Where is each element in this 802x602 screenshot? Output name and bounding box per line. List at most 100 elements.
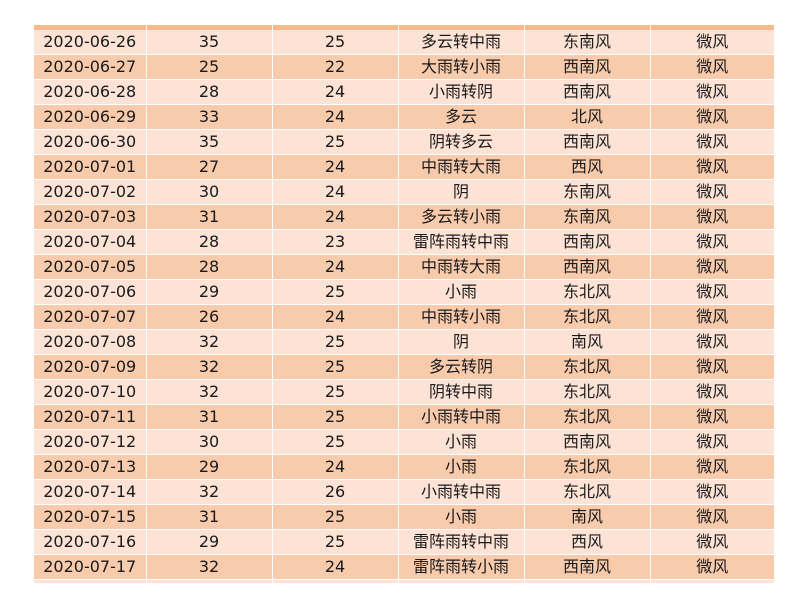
high-temp-cell[interactable]: 32 bbox=[145, 379, 272, 405]
high-temp-cell[interactable]: 30 bbox=[145, 179, 272, 205]
wind-direction-cell[interactable]: 西南风 bbox=[523, 54, 650, 80]
wind-force-cell[interactable]: 微风 bbox=[649, 204, 774, 230]
wind-direction-cell[interactable]: 西南风 bbox=[523, 429, 650, 455]
low-temp-cell[interactable]: 24 bbox=[271, 154, 398, 180]
date-cell[interactable]: 2020-07-11 bbox=[34, 404, 146, 430]
high-temp-cell[interactable]: 35 bbox=[145, 129, 272, 155]
wind-direction-cell[interactable]: 东南风 bbox=[523, 204, 650, 230]
weather-cell[interactable]: 阴转多云 bbox=[397, 129, 524, 155]
low-temp-cell[interactable]: 25 bbox=[271, 429, 398, 455]
low-temp-cell[interactable]: 24 bbox=[271, 179, 398, 205]
wind-direction-cell[interactable]: 东北风 bbox=[523, 479, 650, 505]
low-temp-cell[interactable]: 25 bbox=[271, 279, 398, 305]
date-cell[interactable]: 2020-07-04 bbox=[34, 229, 146, 255]
weather-cell[interactable]: 大雨转小雨 bbox=[397, 54, 524, 80]
high-temp-cell[interactable]: 31 bbox=[145, 504, 272, 530]
date-cell[interactable]: 2020-07-06 bbox=[34, 279, 146, 305]
weather-cell[interactable]: 小雨 bbox=[397, 504, 524, 530]
wind-direction-cell[interactable]: 南风 bbox=[523, 329, 650, 355]
wind-force-cell[interactable]: 微风 bbox=[649, 79, 774, 105]
wind-direction-cell[interactable]: 东北风 bbox=[523, 304, 650, 330]
weather-cell[interactable]: 中雨转小雨 bbox=[397, 304, 524, 330]
weather-cell[interactable]: 阴 bbox=[397, 179, 524, 205]
wind-force-cell[interactable]: 微风 bbox=[649, 404, 774, 430]
low-temp-cell[interactable]: 24 bbox=[271, 204, 398, 230]
high-temp-cell[interactable]: 32 bbox=[145, 329, 272, 355]
wind-force-cell[interactable]: 微风 bbox=[649, 454, 774, 480]
wind-direction-cell[interactable]: 西风 bbox=[523, 529, 650, 555]
wind-force-cell[interactable]: 微风 bbox=[649, 354, 774, 380]
wind-force-cell[interactable]: 微风 bbox=[649, 379, 774, 405]
high-temp-cell[interactable]: 29 bbox=[145, 529, 272, 555]
date-cell[interactable]: 2020-07-16 bbox=[34, 529, 146, 555]
wind-force-cell[interactable]: 微风 bbox=[649, 429, 774, 455]
wind-direction-cell[interactable]: 东北风 bbox=[523, 279, 650, 305]
date-cell[interactable]: 2020-06-30 bbox=[34, 129, 146, 155]
date-cell[interactable]: 2020-07-15 bbox=[34, 504, 146, 530]
high-temp-cell[interactable]: 31 bbox=[145, 404, 272, 430]
wind-force-cell[interactable]: 微风 bbox=[649, 329, 774, 355]
low-temp-cell[interactable]: 25 bbox=[271, 30, 398, 55]
date-cell[interactable]: 2020-07-10 bbox=[34, 379, 146, 405]
wind-force-cell[interactable]: 微风 bbox=[649, 254, 774, 280]
date-cell[interactable]: 2020-07-08 bbox=[34, 329, 146, 355]
wind-direction-cell[interactable]: 西南风 bbox=[523, 254, 650, 280]
wind-direction-cell[interactable]: 东北风 bbox=[523, 454, 650, 480]
high-temp-cell[interactable]: 25 bbox=[145, 54, 272, 80]
date-cell[interactable]: 2020-07-12 bbox=[34, 429, 146, 455]
high-temp-cell[interactable]: 33 bbox=[145, 104, 272, 130]
low-temp-cell[interactable]: 24 bbox=[271, 454, 398, 480]
date-cell[interactable]: 2020-07-07 bbox=[34, 304, 146, 330]
date-cell[interactable]: 2020-07-09 bbox=[34, 354, 146, 380]
weather-cell[interactable]: 多云转小雨 bbox=[397, 204, 524, 230]
low-temp-cell[interactable]: 25 bbox=[271, 504, 398, 530]
wind-direction-cell[interactable]: 东南风 bbox=[523, 30, 650, 55]
date-cell[interactable]: 2020-06-26 bbox=[34, 30, 146, 55]
weather-cell[interactable]: 多云 bbox=[397, 104, 524, 130]
wind-direction-cell[interactable]: 东北风 bbox=[523, 404, 650, 430]
wind-direction-cell[interactable]: 南风 bbox=[523, 504, 650, 530]
wind-direction-cell[interactable]: 东北风 bbox=[523, 354, 650, 380]
low-temp-cell[interactable]: 25 bbox=[271, 354, 398, 380]
low-temp-cell[interactable]: 25 bbox=[271, 129, 398, 155]
low-temp-cell[interactable]: 24 bbox=[271, 254, 398, 280]
weather-cell[interactable]: 小雨 bbox=[397, 454, 524, 480]
low-temp-cell[interactable]: 24 bbox=[271, 304, 398, 330]
high-temp-cell[interactable]: 28 bbox=[145, 79, 272, 105]
wind-force-cell[interactable]: 微风 bbox=[649, 529, 774, 555]
wind-force-cell[interactable]: 微风 bbox=[649, 104, 774, 130]
date-cell[interactable]: 2020-07-01 bbox=[34, 154, 146, 180]
wind-force-cell[interactable]: 微风 bbox=[649, 504, 774, 530]
date-cell[interactable]: 2020-07-14 bbox=[34, 479, 146, 505]
high-temp-cell[interactable]: 27 bbox=[145, 154, 272, 180]
wind-direction-cell[interactable]: 西南风 bbox=[523, 79, 650, 105]
wind-direction-cell[interactable]: 北风 bbox=[523, 104, 650, 130]
low-temp-cell[interactable]: 25 bbox=[271, 379, 398, 405]
weather-cell[interactable]: 阴转中雨 bbox=[397, 379, 524, 405]
date-cell[interactable]: 2020-07-17 bbox=[34, 554, 146, 580]
weather-cell[interactable]: 中雨转大雨 bbox=[397, 154, 524, 180]
date-cell[interactable]: 2020-07-13 bbox=[34, 454, 146, 480]
wind-direction-cell[interactable]: 东南风 bbox=[523, 179, 650, 205]
low-temp-cell[interactable]: 24 bbox=[271, 104, 398, 130]
date-cell[interactable]: 2020-06-29 bbox=[34, 104, 146, 130]
high-temp-cell[interactable]: 32 bbox=[145, 554, 272, 580]
high-temp-cell[interactable]: 31 bbox=[145, 204, 272, 230]
wind-force-cell[interactable]: 微风 bbox=[649, 179, 774, 205]
low-temp-cell[interactable]: 26 bbox=[271, 479, 398, 505]
high-temp-cell[interactable]: 26 bbox=[145, 304, 272, 330]
weather-cell[interactable]: 多云转中雨 bbox=[397, 30, 524, 55]
weather-cell[interactable]: 雷阵雨转中雨 bbox=[397, 229, 524, 255]
high-temp-cell[interactable]: 28 bbox=[145, 229, 272, 255]
low-temp-cell[interactable]: 24 bbox=[271, 79, 398, 105]
weather-cell[interactable]: 阴 bbox=[397, 329, 524, 355]
weather-cell[interactable]: 小雨 bbox=[397, 279, 524, 305]
weather-cell[interactable]: 雷阵雨转中雨 bbox=[397, 529, 524, 555]
weather-cell[interactable]: 小雨转中雨 bbox=[397, 404, 524, 430]
date-cell[interactable]: 2020-07-05 bbox=[34, 254, 146, 280]
wind-force-cell[interactable]: 微风 bbox=[649, 129, 774, 155]
date-cell[interactable]: 2020-07-02 bbox=[34, 179, 146, 205]
wind-direction-cell[interactable]: 西南风 bbox=[523, 554, 650, 580]
date-cell[interactable]: 2020-07-03 bbox=[34, 204, 146, 230]
low-temp-cell[interactable]: 25 bbox=[271, 404, 398, 430]
